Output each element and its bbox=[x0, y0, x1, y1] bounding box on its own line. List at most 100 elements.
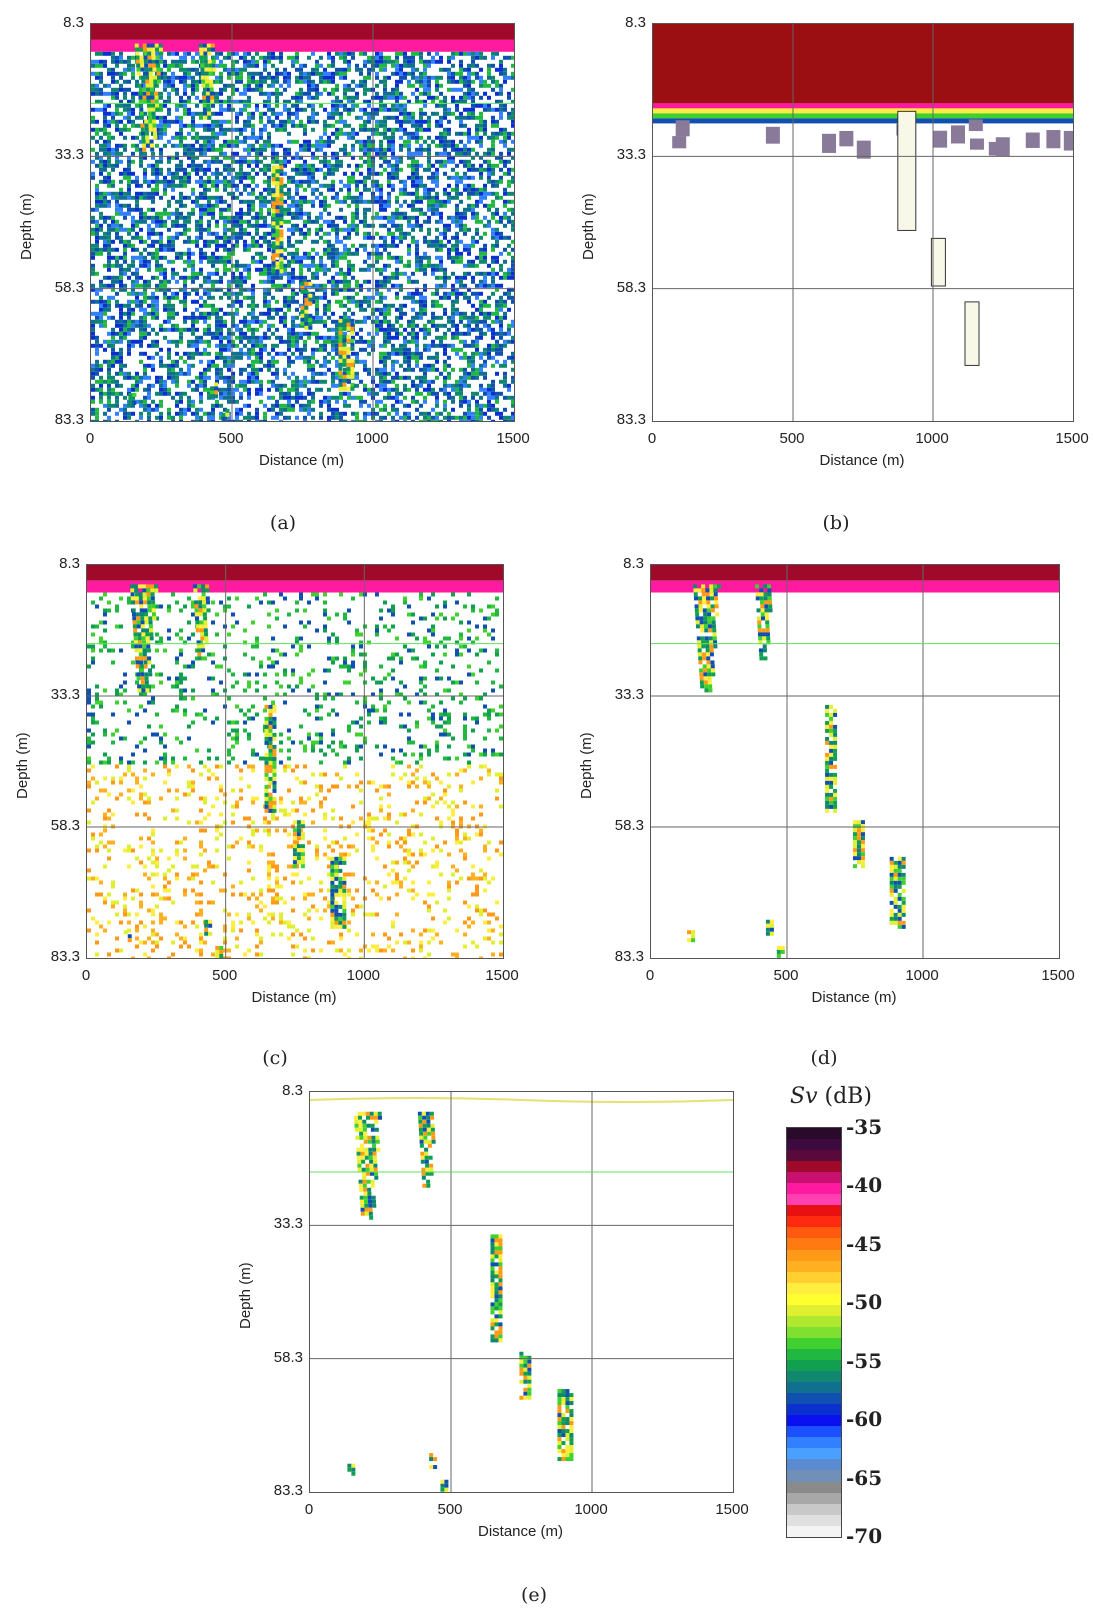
colorbar-swatch bbox=[787, 1503, 841, 1515]
y-tick-label: 33.3 bbox=[273, 1215, 303, 1233]
colorbar-swatch bbox=[787, 1459, 841, 1471]
colorbar-swatch bbox=[787, 1249, 841, 1261]
echogram-svg bbox=[310, 1092, 733, 1492]
y-tick-label: 58.3 bbox=[50, 817, 80, 834]
masked-cell bbox=[1063, 130, 1073, 151]
colorbar-swatch bbox=[787, 1260, 841, 1272]
colorbar-tick-label: -70 bbox=[846, 1524, 883, 1548]
y-tick-label: 83.3 bbox=[614, 948, 644, 965]
y-tick-label: 33.3 bbox=[50, 686, 80, 703]
colorbar-swatch bbox=[787, 1382, 841, 1394]
colorbar-swatch bbox=[787, 1304, 841, 1316]
colorbar-swatch bbox=[787, 1481, 841, 1493]
y-tick-label: 83.3 bbox=[273, 1482, 303, 1499]
colorbar-swatch bbox=[787, 1315, 841, 1327]
colorbar-swatch bbox=[787, 1393, 841, 1405]
x-axis-label: Distance (m) bbox=[477, 1523, 563, 1540]
masked-cell bbox=[822, 133, 837, 153]
echogram-svg bbox=[651, 565, 1059, 958]
colorbar-swatch bbox=[787, 1183, 841, 1195]
echo-cells bbox=[651, 565, 1059, 958]
colorbar-swatch bbox=[787, 1348, 841, 1360]
echogram-svg bbox=[91, 24, 514, 421]
y-axis-label: Depth (m) bbox=[14, 731, 31, 799]
surface-band-2 bbox=[87, 580, 503, 593]
y-tick-label: 83.3 bbox=[50, 948, 80, 965]
x-tick-label: 0 bbox=[304, 1501, 314, 1518]
school-outline bbox=[897, 110, 917, 231]
surface-band bbox=[651, 565, 1059, 581]
surface-band bbox=[91, 24, 514, 40]
masked-cell bbox=[969, 138, 984, 150]
x-tick-label: 1000 bbox=[574, 1501, 608, 1518]
x-tick-label: 0 bbox=[647, 430, 657, 447]
colorbar-tick-label: -35 bbox=[846, 1115, 883, 1139]
x-axis-label: Distance (m) bbox=[251, 989, 337, 1006]
y-tick-label: 58.3 bbox=[273, 1348, 303, 1366]
colorbar-tick-label: -50 bbox=[846, 1290, 883, 1315]
colorbar-swatch bbox=[787, 1227, 841, 1239]
y-axis-label: Depth (m) bbox=[18, 192, 35, 260]
panel-caption: (e) bbox=[520, 1584, 548, 1606]
y-tick-label: 33.3 bbox=[614, 686, 644, 703]
masked-cell bbox=[672, 136, 687, 149]
x-axis-label: Distance (m) bbox=[819, 452, 905, 469]
colorbar-title: Sv (dB) bbox=[790, 1084, 872, 1109]
x-tick-label: 1000 bbox=[905, 967, 939, 984]
masked-surface bbox=[653, 24, 1073, 104]
x-tick-label: 1000 bbox=[355, 430, 389, 447]
colorbar-swatch bbox=[787, 1128, 841, 1140]
echo-cells bbox=[653, 24, 1073, 366]
masked-cell bbox=[933, 130, 948, 148]
y-tick-label: 58.3 bbox=[614, 817, 644, 834]
y-tick-label: 58.3 bbox=[54, 278, 84, 296]
y-tick-label: 33.3 bbox=[54, 146, 84, 164]
masked-cell bbox=[1025, 132, 1040, 148]
masked-cell bbox=[951, 125, 966, 144]
colorbar-swatch bbox=[787, 1326, 841, 1338]
colorbar-swatch bbox=[787, 1205, 841, 1217]
x-tick-label: 1500 bbox=[1055, 430, 1089, 447]
y-tick-label: 8.3 bbox=[625, 14, 646, 31]
y-tick-label: 8.3 bbox=[59, 555, 80, 572]
y-tick-label: 33.3 bbox=[616, 146, 646, 164]
x-tick-label: 0 bbox=[85, 430, 95, 447]
panel-caption: (b) bbox=[822, 512, 850, 534]
y-tick-label: 8.3 bbox=[623, 555, 644, 572]
colorbar-swatch bbox=[787, 1470, 841, 1482]
colorbar-swatch bbox=[787, 1172, 841, 1184]
y-axis-label: Depth (m) bbox=[580, 192, 597, 260]
echo-cells bbox=[91, 24, 514, 421]
x-tick-label: 1000 bbox=[346, 967, 381, 984]
masked-cell bbox=[675, 120, 690, 137]
x-tick-label: 500 bbox=[437, 1501, 463, 1518]
echogram-svg bbox=[87, 565, 503, 958]
colorbar-swatch bbox=[787, 1492, 841, 1504]
masked-cell bbox=[765, 126, 780, 144]
surface-band-2 bbox=[651, 580, 1059, 593]
colorbar-swatch bbox=[787, 1238, 841, 1250]
masked-cell bbox=[988, 141, 1003, 156]
echo-cells bbox=[87, 565, 503, 958]
echogram-plot bbox=[90, 23, 515, 422]
colorbar-swatch bbox=[787, 1194, 841, 1206]
echogram-plot bbox=[652, 23, 1074, 422]
masked-cell bbox=[856, 140, 871, 159]
school-outline bbox=[930, 237, 946, 287]
colorbar-swatch bbox=[787, 1216, 841, 1228]
x-tick-label: 500 bbox=[218, 430, 244, 447]
echogram-svg bbox=[653, 24, 1073, 421]
colorbar-swatch bbox=[787, 1448, 841, 1460]
y-tick-label: 8.3 bbox=[63, 14, 84, 31]
y-tick-label: 83.3 bbox=[54, 411, 84, 428]
colorbar-tick-label: -40 bbox=[846, 1173, 883, 1198]
panel-caption: (c) bbox=[262, 1047, 288, 1069]
panel-caption: (d) bbox=[810, 1047, 838, 1069]
y-axis-label: Depth (m) bbox=[578, 731, 595, 799]
x-tick-label: 500 bbox=[779, 430, 805, 447]
x-tick-label: 0 bbox=[645, 967, 655, 984]
masked-cell bbox=[968, 119, 983, 132]
colorbar-swatch bbox=[787, 1514, 841, 1526]
colorbar-swatch bbox=[787, 1271, 841, 1283]
x-tick-label: 1500 bbox=[1041, 967, 1075, 984]
